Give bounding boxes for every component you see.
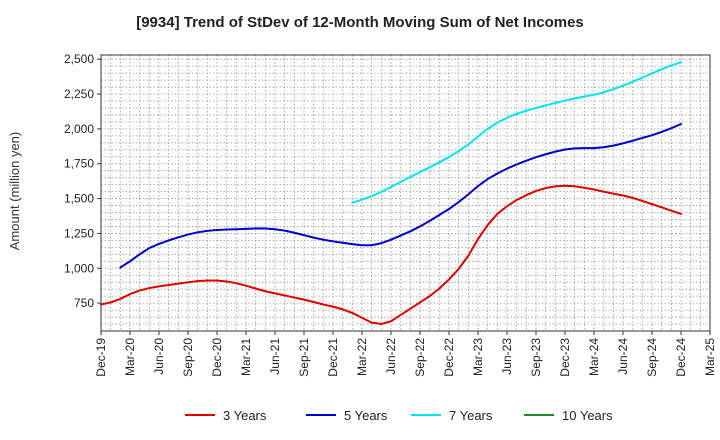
axis-layer: 750 1,000 1,250 1,500 1,750 2,000 2,250 2,500 De… xyxy=(64,52,717,377)
x-tick-label: Dec-24 xyxy=(674,338,688,377)
y-axis-label: Amount (million yen) xyxy=(7,132,22,251)
x-tick-label: Jun-24 xyxy=(616,338,630,375)
x-tick-label: Sep-22 xyxy=(413,338,427,377)
x-tick-label: Mar-21 xyxy=(239,338,253,376)
x-tick-label: Jun-23 xyxy=(500,338,514,375)
y-tick-label: 2,250 xyxy=(64,87,94,101)
x-tick-label: Jun-20 xyxy=(152,338,166,375)
y-tick-label: 2,500 xyxy=(64,52,94,66)
x-tick-label: Jun-21 xyxy=(268,338,282,375)
x-tick-label: Sep-21 xyxy=(297,338,311,377)
legend-label: 7 Years xyxy=(449,408,493,423)
x-tick-label: Mar-20 xyxy=(123,338,137,376)
x-tick-label: Dec-23 xyxy=(558,338,572,377)
series-line-7-years xyxy=(351,61,682,204)
grid-layer xyxy=(100,55,711,332)
y-tick-label: 2,000 xyxy=(64,122,94,136)
x-tick-label: Dec-19 xyxy=(94,338,108,377)
x-tick-label: Mar-22 xyxy=(355,338,369,376)
legend-label: 5 Years xyxy=(344,408,388,423)
y-tick-label: 1,500 xyxy=(64,192,94,206)
legend: 3 Years 5 Years 7 Years 10 Years xyxy=(185,408,613,423)
series-layer xyxy=(100,61,682,326)
legend-label: 3 Years xyxy=(223,408,267,423)
y-tick-label: 750 xyxy=(74,296,94,310)
chart-title: [9934] Trend of StDev of 12-Month Moving… xyxy=(136,14,584,31)
legend-label: 10 Years xyxy=(562,408,613,423)
plot-frame xyxy=(100,54,711,332)
x-tick-label: Sep-24 xyxy=(645,338,659,377)
series-line-3-years xyxy=(100,184,682,326)
x-tick-label: Dec-20 xyxy=(210,338,224,377)
y-tick-label: 1,000 xyxy=(64,261,94,275)
x-tick-label: Dec-22 xyxy=(442,338,456,377)
y-tick-label: 1,250 xyxy=(64,226,94,240)
series-line-5-years xyxy=(119,123,682,269)
x-tick-label: Jun-22 xyxy=(384,338,398,375)
y-tick-label: 1,750 xyxy=(64,157,94,171)
x-tick-label: Mar-25 xyxy=(703,338,717,376)
x-tick-label: Sep-20 xyxy=(181,338,195,377)
x-tick-label: Sep-23 xyxy=(529,338,543,377)
x-tick-label: Dec-21 xyxy=(326,338,340,377)
x-tick-label: Mar-24 xyxy=(587,338,601,376)
x-tick-label: Mar-23 xyxy=(471,338,485,376)
plot-area xyxy=(101,55,710,331)
